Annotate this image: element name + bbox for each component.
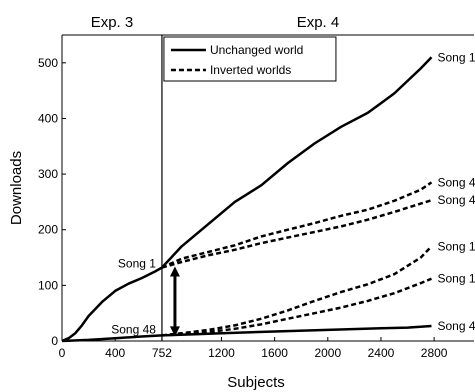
series-line	[161, 245, 433, 337]
series-end-label: Song 48	[437, 193, 475, 207]
phase-label: Exp. 3	[91, 14, 134, 31]
series-end-label: Song 1	[437, 50, 475, 64]
series-line	[61, 56, 433, 343]
legend-box	[163, 36, 337, 82]
y-tick-label: 100	[38, 278, 58, 292]
x-tick-label: 752	[152, 346, 172, 360]
y-tick-label: 0	[51, 334, 58, 348]
x-tick-label: 0	[59, 346, 66, 360]
series-line	[61, 324, 432, 343]
y-tick-label: 300	[38, 167, 58, 181]
plot-layer: 0 400 752 1200 1600 2000 2400 2800 0 100 200 300 400…	[8, 14, 475, 391]
series-line	[161, 277, 432, 337]
y-tick-label: 500	[38, 56, 58, 70]
phase-label: Exp. 4	[297, 14, 340, 31]
x-tick-label: 2000	[314, 346, 341, 360]
arrow-head-down	[169, 326, 180, 337]
y-axis-label: Downloads	[8, 151, 25, 225]
series-line	[161, 199, 432, 269]
annotation-label: Song 1	[118, 257, 156, 271]
series-end-label: Song 48	[437, 319, 475, 333]
x-tick-label: 2800	[421, 346, 448, 360]
x-axis-label: Subjects	[227, 374, 285, 391]
y-tick-label: 200	[38, 223, 58, 237]
x-tick-label: 400	[105, 346, 125, 360]
x-tick-label: 2400	[368, 346, 395, 360]
series-line	[161, 181, 433, 269]
y-tick-label: 400	[38, 111, 58, 125]
series-end-label: Song 1	[437, 272, 475, 286]
legend-label: Inverted worlds	[210, 63, 291, 77]
legend-label: Unchanged world	[210, 43, 303, 57]
x-tick-label: 1200	[208, 346, 235, 360]
x-tick-label: 1600	[261, 346, 288, 360]
series-end-label: Song 48	[437, 175, 475, 189]
series-end-label: Song 1	[437, 239, 475, 253]
arrow-head-up	[169, 266, 180, 277]
annotation-label: Song 48	[111, 322, 156, 336]
